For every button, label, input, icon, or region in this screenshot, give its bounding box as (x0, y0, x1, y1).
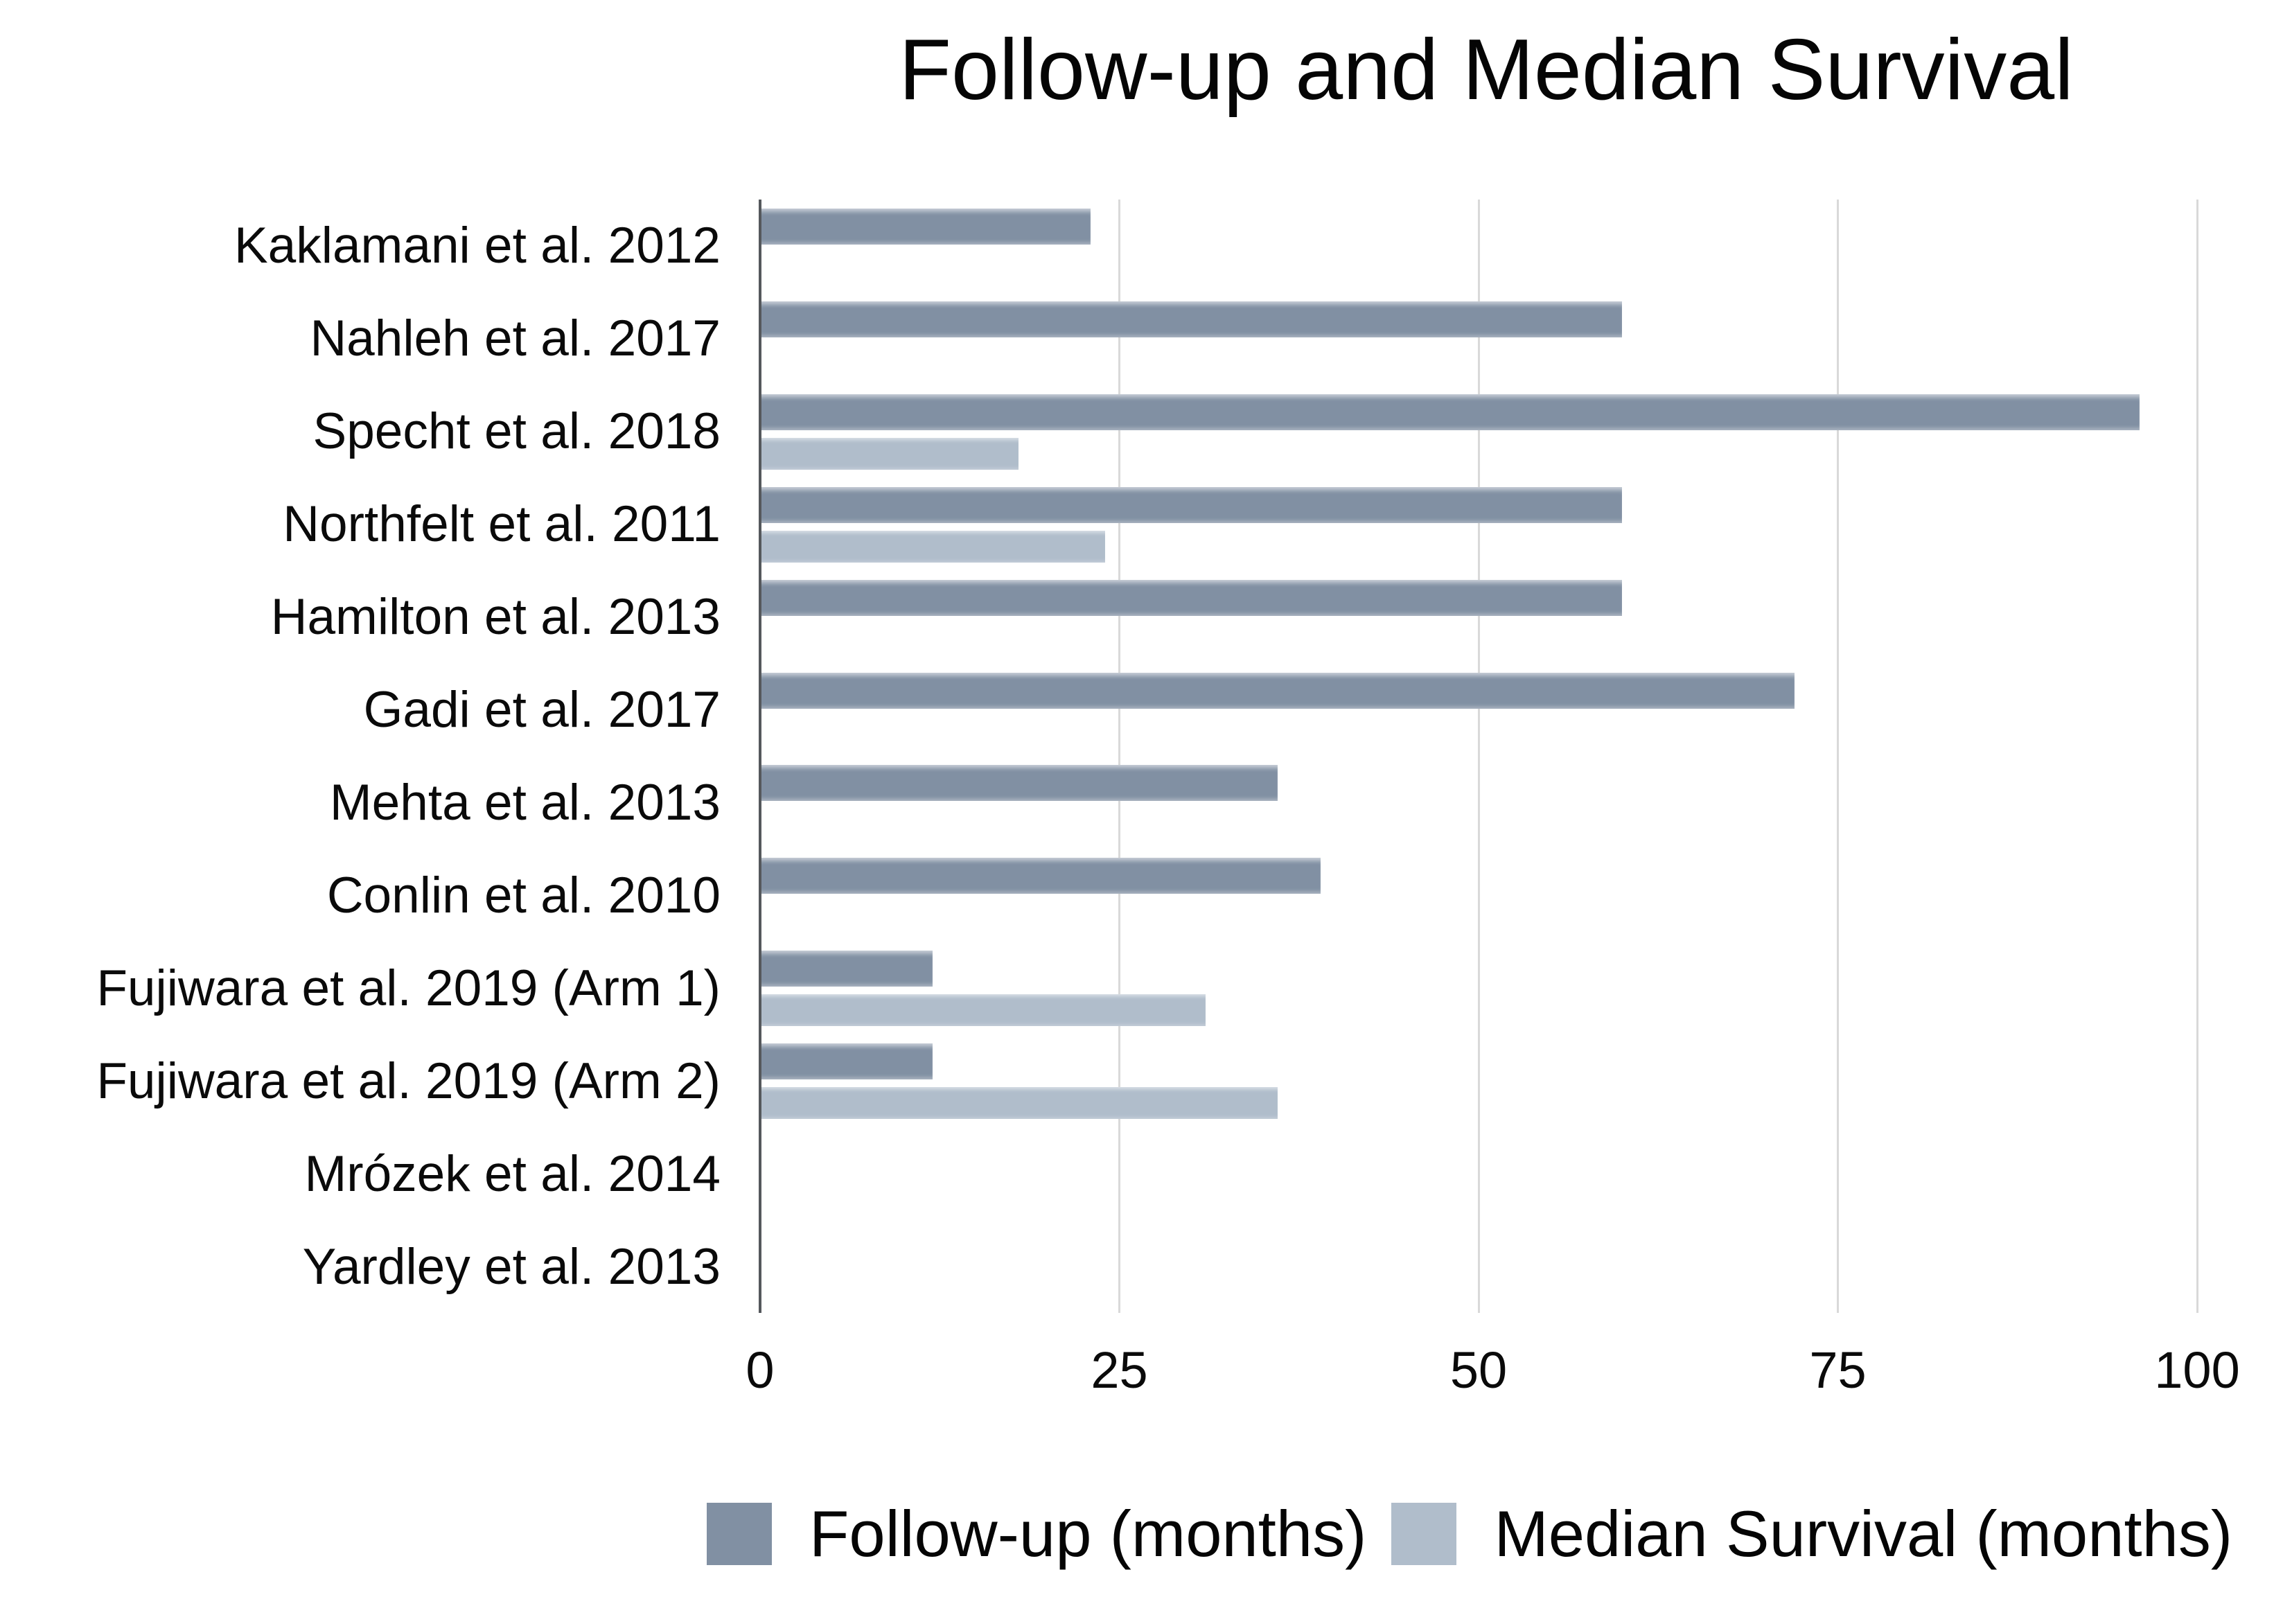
followup-bar (760, 301, 1623, 337)
category-label: Fujiwara et al. 2019 (Arm 1) (96, 960, 721, 1016)
x-tick-label: 75 (1809, 1341, 1867, 1399)
survival-bar (760, 1087, 1278, 1120)
gridline (1118, 200, 1120, 1313)
plot-area (759, 200, 2198, 1313)
survival-bar (760, 437, 1019, 470)
followup-bar (760, 208, 1091, 245)
category-axis: Kaklamani et al. 2012 Nahleh et al. 2017 S… (0, 200, 721, 1313)
x-tick-label: 0 (746, 1341, 775, 1399)
legend-item: Median Survival (months) (1391, 1497, 2232, 1571)
followup-bar (760, 1043, 933, 1080)
axis-line (759, 200, 761, 1313)
category-label: Gadi et al. 2017 (363, 682, 721, 739)
category-label: Mehta et al. 2013 (329, 774, 721, 831)
survival-bar (760, 530, 1105, 563)
category-label: Nahleh et al. 2017 (310, 310, 721, 367)
chart-title: Follow-up and Median Survival (899, 22, 2074, 118)
category-label: Conlin et al. 2010 (326, 867, 721, 924)
gridline (1837, 200, 1839, 1313)
x-tick-label: 50 (1449, 1341, 1508, 1399)
followup-bar (760, 765, 1278, 802)
followup-bar (760, 394, 2140, 430)
legend-swatch (1391, 1503, 1457, 1565)
x-tick-label: 25 (1091, 1341, 1148, 1399)
followup-bar (760, 672, 1795, 709)
category-label: Northfelt et al. 2011 (283, 496, 721, 553)
x-tick-label: 100 (2154, 1341, 2240, 1399)
followup-bar (760, 951, 933, 987)
legend-swatch (707, 1503, 772, 1565)
survival-bar (760, 994, 1206, 1027)
category-label: Yardley et al. 2013 (302, 1238, 721, 1295)
followup-bar (760, 858, 1321, 894)
gridline (1477, 200, 1480, 1313)
legend-item: Follow-up (months) (707, 1497, 1366, 1571)
legend: Follow-up (months) Median Survival (month… (707, 1497, 2232, 1571)
category-label: Kaklamani et al. 2012 (233, 218, 721, 274)
gridline (2196, 200, 2198, 1313)
category-label: Fujiwara et al. 2019 (Arm 2) (96, 1052, 721, 1109)
category-label: Mrózek et al. 2014 (304, 1145, 721, 1202)
value-axis: 0 25 50 75 100 (0, 1341, 2292, 1417)
category-label: Specht et al. 2018 (312, 403, 721, 460)
legend-label: Follow-up (months) (809, 1497, 1367, 1570)
category-label: Hamilton et al. 2013 (270, 589, 721, 646)
legend-label: Median Survival (months) (1494, 1497, 2233, 1570)
followup-bar (760, 486, 1623, 523)
followup-bar (760, 579, 1623, 616)
